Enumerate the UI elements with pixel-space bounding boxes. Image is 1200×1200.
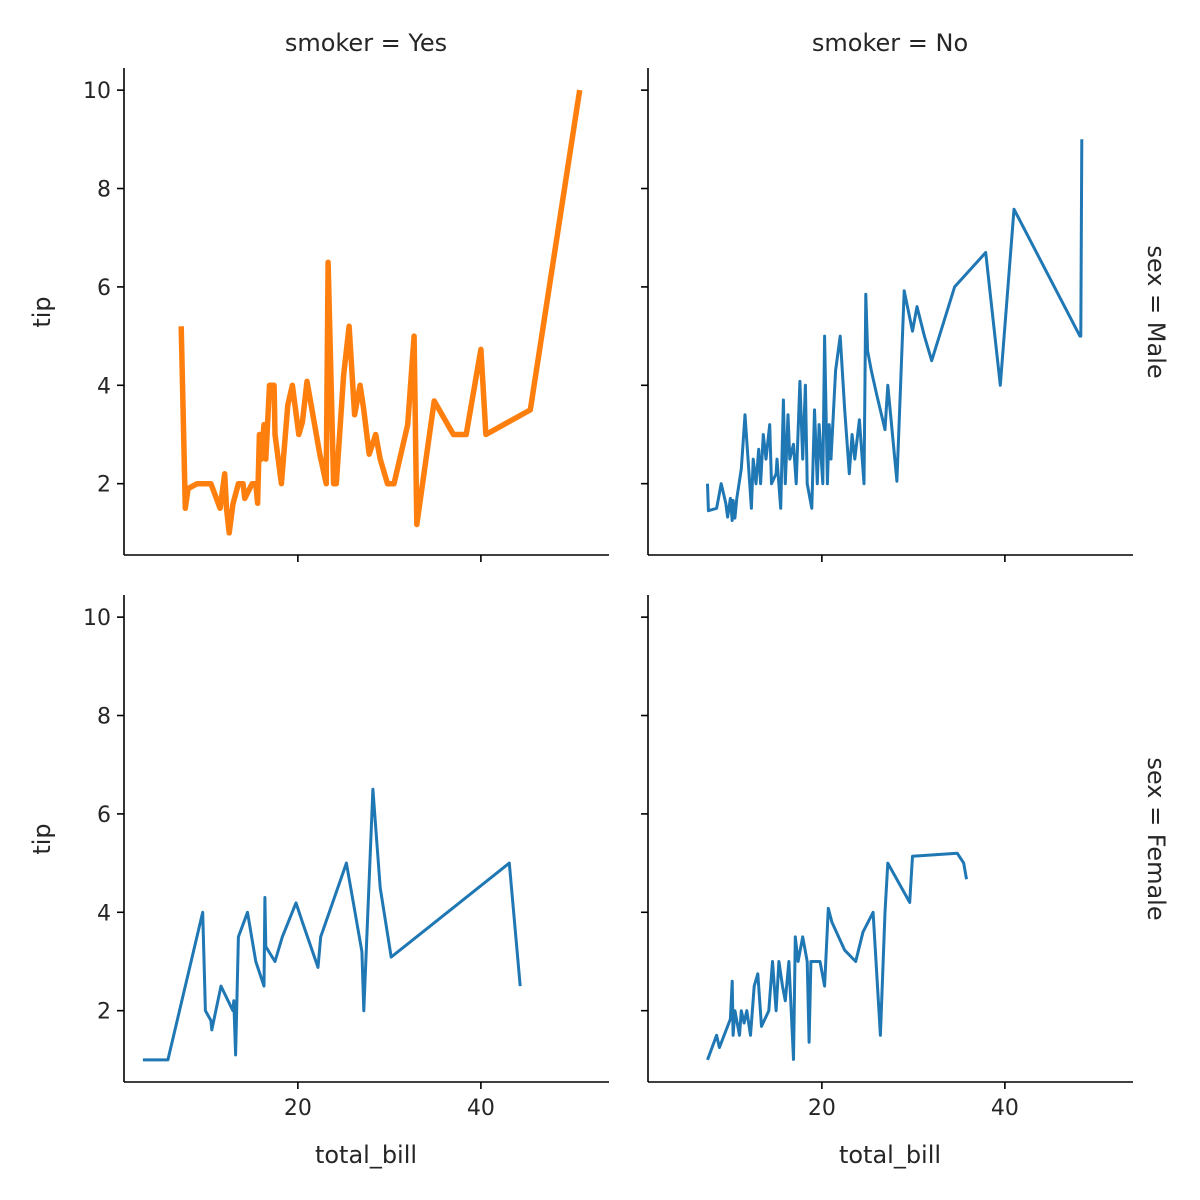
panel-male-nonsmoker [641,68,1133,562]
panel-female-smoker: 2 4 6 8 10 20 40 [83,595,609,1121]
y-tick-label: 8 [97,705,111,730]
x-tick-label: 40 [467,1096,495,1121]
x-tick-label: 20 [808,1096,836,1121]
x-tick-label: 20 [284,1096,312,1121]
row-title-sex-female: sex = Female [1142,757,1170,920]
y-tick-label: 4 [97,374,111,399]
y-axis-title-top: tip [28,296,56,327]
row-title-sex-male: sex = Male [1142,245,1170,378]
y-tick-label: 10 [83,606,111,631]
y-tick-label: 8 [97,178,111,203]
y-tick-label: 2 [97,473,111,498]
y-tick-label: 4 [97,901,111,926]
series-line-male-nonsmoker [706,139,1084,523]
panel-female-nonsmoker: 20 40 [641,595,1133,1121]
series-line-male-smoker [178,89,583,536]
x-tick-label: 40 [991,1096,1019,1121]
y-tick-label: 6 [97,803,111,828]
x-axis-title-left: total_bill [315,1141,417,1169]
y-axis-title-bottom: tip [28,823,56,854]
col-title-smoker-yes: smoker = Yes [285,29,447,57]
x-axis-title-right: total_bill [839,1141,941,1169]
panel-male-smoker: 2 4 6 8 10 [83,68,609,562]
y-tick-label: 10 [83,79,111,104]
series-line-female-smoker [142,787,522,1062]
col-title-smoker-no: smoker = No [812,29,968,57]
y-tick-label: 2 [97,1000,111,1025]
series-line-female-nonsmoker [706,851,968,1061]
y-tick-label: 6 [97,276,111,301]
